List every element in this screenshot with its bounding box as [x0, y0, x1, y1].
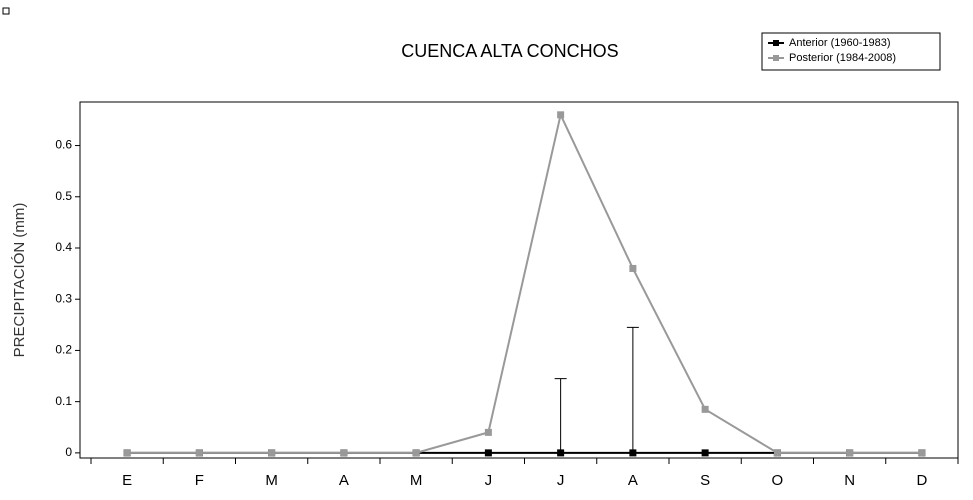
series-line — [127, 111, 922, 454]
y-tick-label: 0.6 — [55, 138, 72, 152]
x-tick-label: O — [772, 472, 784, 489]
legend-marker — [773, 55, 779, 61]
x-tick-label: S — [700, 472, 710, 489]
x-tick-label: J — [557, 472, 565, 489]
chart-title: CUENCA ALTA CONCHOS — [401, 41, 618, 61]
point-marker — [484, 449, 492, 457]
legend-label: Anterior (1960-1983) — [789, 37, 891, 49]
y-tick-label: 0.3 — [55, 291, 72, 305]
y-tick-label: 0 — [65, 445, 72, 459]
point-marker — [340, 449, 348, 457]
legend-label: Posterior (1984-2008) — [789, 52, 896, 64]
x-tick-label: A — [339, 472, 349, 489]
legend-marker — [773, 40, 779, 46]
x-tick-label: J — [485, 472, 493, 489]
legend — [761, 32, 941, 71]
x-tick-label: F — [195, 472, 204, 489]
point-marker — [268, 449, 276, 457]
point-marker — [123, 449, 131, 457]
x-tick-label: N — [844, 472, 855, 489]
y-tick-label: 0.4 — [55, 240, 72, 254]
error-bar — [554, 378, 567, 453]
corner-icon — [2, 7, 10, 15]
point-marker — [701, 405, 709, 413]
point-marker — [412, 449, 420, 457]
x-tick-label: A — [628, 472, 638, 489]
point-marker — [629, 264, 637, 272]
point-marker — [773, 449, 781, 457]
point-marker — [846, 449, 854, 457]
point-marker — [918, 449, 926, 457]
x-tick-label: E — [122, 472, 132, 489]
point-marker — [195, 449, 203, 457]
y-tick-label: 0.2 — [55, 343, 72, 357]
point-marker — [484, 428, 492, 436]
x-tick-label: D — [916, 472, 927, 489]
error-bar — [626, 326, 639, 453]
x-tick-label: M — [265, 472, 278, 489]
y-tick-label: 0.1 — [55, 394, 72, 408]
y-tick-label: 0.5 — [55, 189, 72, 203]
point-marker — [701, 449, 709, 457]
point-marker — [557, 111, 565, 119]
x-tick-label: M — [410, 472, 423, 489]
y-axis-label: PRECIPITACIÓN (mm) — [11, 203, 28, 358]
plot-frame — [79, 101, 959, 459]
